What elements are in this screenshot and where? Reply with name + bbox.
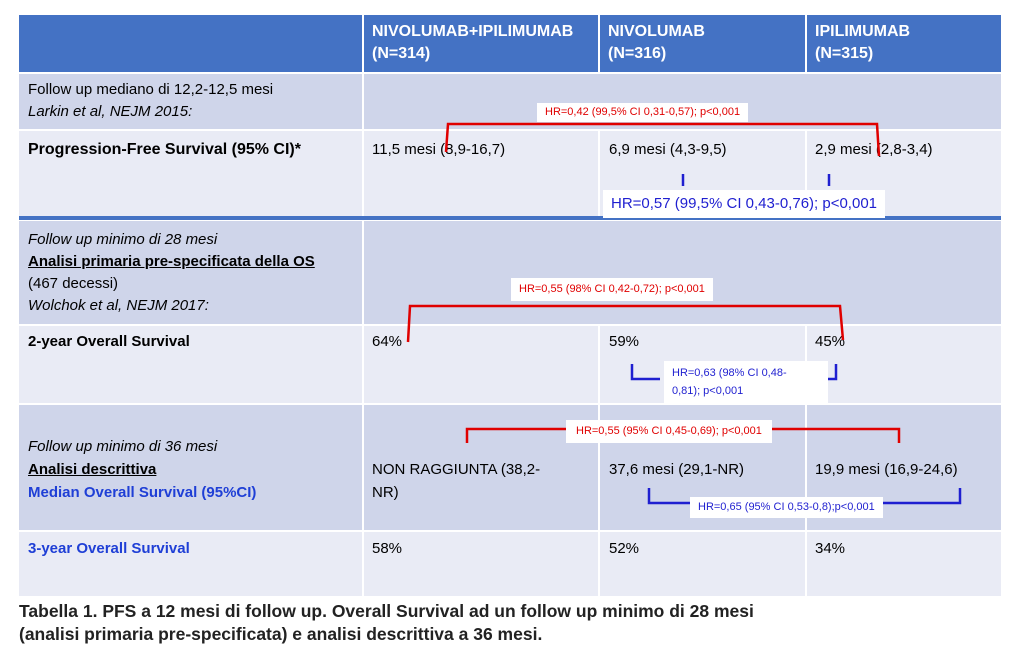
- s1-hr-red-label: HR=0,42 (99,5% CI 0,31-0,57); p<0,001: [537, 103, 749, 122]
- s2-followup-cell: [19, 221, 362, 324]
- s2-red-bracket: [406, 304, 845, 343]
- s3-row2-value-nivo: 52%: [609, 540, 640, 557]
- s2-hr-blue-line1: HR=0,63 (98% CI 0,48-: [672, 367, 787, 379]
- header-nivo-ipi-name: NIVOLUMAB+IPILIMUMAB: [372, 23, 574, 40]
- s2-followup-text: Follow up minimo di 28 mesi: [28, 231, 218, 248]
- s3-3y-c3: [807, 532, 1001, 596]
- s3-hr-red-label: HR=0,55 (95% CI 0,45-0,69); p<0,001: [566, 420, 772, 443]
- s1-value-nivo-ipi: 11,5 mesi (8,9-16,7): [372, 141, 506, 158]
- header-ipi: IPILIMUMAB (N=315): [807, 15, 1001, 72]
- s3-3y-label-cell: [19, 532, 362, 596]
- s2-row-label: 2-year Overall Survival: [28, 333, 190, 350]
- s2-value-nivo-ipi: 64%: [372, 333, 403, 350]
- s3-row-label: Median Overall Survival (95%CI): [28, 484, 257, 501]
- header-ipi-name: IPILIMUMAB: [815, 23, 911, 40]
- s2-os-c3: [807, 326, 1001, 403]
- s1-pfs-c1: [364, 131, 598, 216]
- caption-line1: Tabella 1. PFS a 12 mesi di follow up. O…: [19, 601, 754, 621]
- s2-hr-blue-label: HR=0,63 (98% CI 0,48- 0,81); p<0,001: [664, 361, 828, 403]
- s2-reference: Wolchok et al, NEJM 2017:: [28, 297, 209, 314]
- s1-value-nivo: 6,9 mesi (4,3-9,5): [609, 141, 727, 158]
- header-ipi-n: (N=315): [815, 45, 874, 62]
- s3-median-label-cell: [19, 405, 362, 530]
- s3-analysis: Analisi descrittiva: [28, 461, 157, 478]
- s2-deaths: (467 decessi): [28, 275, 119, 292]
- section-separator: [19, 216, 1001, 220]
- s3-median-c1: [364, 405, 598, 530]
- s1-pfs-label-cell: [19, 131, 362, 216]
- s1-value-ipi: 2,9 mesi (2,8-3,4): [815, 141, 933, 158]
- s2-os-label-cell: [19, 326, 362, 403]
- s3-row2-value-nivo-ipi: 58%: [372, 540, 403, 557]
- header-empty-cell: [19, 15, 362, 72]
- s2-blue-bracket: [630, 364, 660, 381]
- header-nivo-ipi: NIVOLUMAB+IPILIMUMAB (N=314): [364, 15, 598, 72]
- s3-3y-c1: [364, 532, 598, 596]
- s3-3y-c2: [600, 532, 805, 596]
- header-nivo: NIVOLUMAB (N=316): [600, 15, 805, 72]
- s1-followup-text: Follow up mediano di 12,2-12,5 mesi: [28, 81, 274, 98]
- s2-hr-blue-line2: 0,81); p<0,001: [672, 385, 744, 397]
- s3-followup-text: Follow up minimo di 36 mesi: [28, 438, 218, 455]
- s1-followup-cell: [19, 74, 362, 129]
- s3-row2-label: 3-year Overall Survival: [28, 540, 190, 557]
- s2-hr-red-label: HR=0,55 (98% CI 0,42-0,72); p<0,001: [511, 278, 713, 301]
- s3-value-nivo: 37,6 mesi (29,1-NR): [609, 461, 745, 478]
- s2-value-nivo: 59%: [609, 333, 640, 350]
- s3-value-ipi: 19,9 mesi (16,9-24,6): [815, 461, 958, 478]
- header-nivo-n: (N=316): [608, 45, 667, 62]
- s1-hr-blue-label: HR=0,57 (99,5% CI 0,43-0,76); p<0,001: [603, 190, 886, 218]
- s3-value-nivo-ipi: NON RAGGIUNTA (38,2-: [372, 461, 541, 478]
- s3-hr-blue-label: HR=0,65 (95% CI 0,53-0,8);p<0,001: [690, 497, 883, 518]
- s2-value-ipi: 45%: [815, 333, 846, 350]
- s2-os-c1: [364, 326, 598, 403]
- s3-value-nivo-ipi-line2: NR): [372, 484, 399, 501]
- caption-line2: (analisi primaria pre-specificata) e ana…: [19, 624, 543, 644]
- s1-red-bracket: [444, 122, 881, 157]
- header-nivo-ipi-n: (N=314): [372, 45, 431, 62]
- s1-row-label: Progression-Free Survival (95% CI)*: [28, 141, 301, 158]
- header-nivo-name: NIVOLUMAB: [608, 23, 705, 40]
- s3-row2-value-ipi: 34%: [815, 540, 846, 557]
- s2-analysis: Analisi primaria pre-specificata della O…: [28, 253, 315, 270]
- s1-reference: Larkin et al, NEJM 2015:: [28, 103, 193, 120]
- table-caption: Tabella 1. PFS a 12 mesi di follow up. O…: [19, 600, 1009, 646]
